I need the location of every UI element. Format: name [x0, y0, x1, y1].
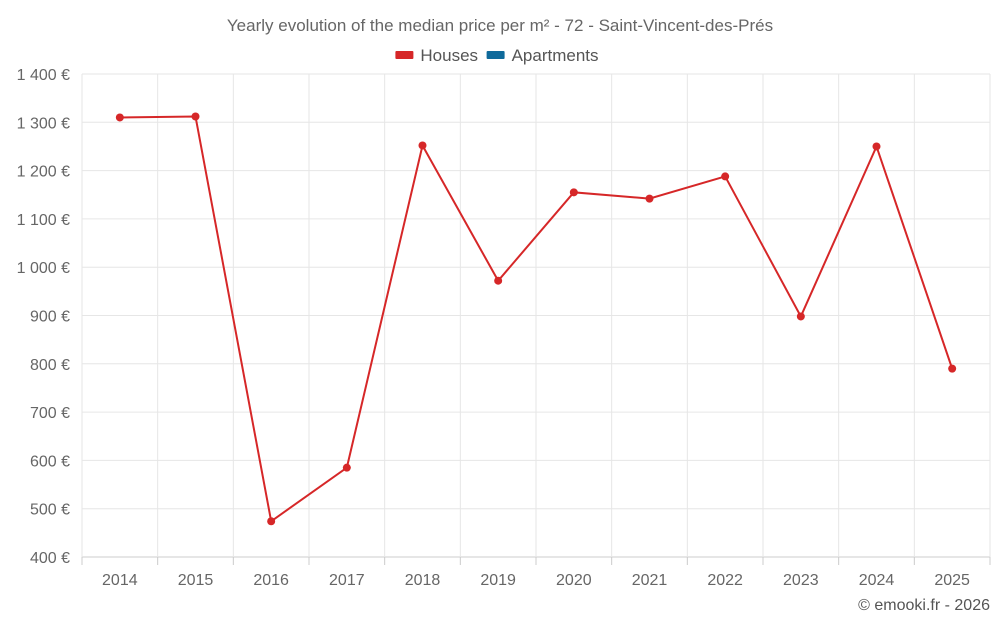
x-tick-label: 2016 — [253, 572, 289, 589]
grid-layer — [81, 73, 991, 558]
data-point[interactable] — [267, 517, 276, 526]
series-line-houses — [119, 115, 954, 523]
x-tick-label: 2024 — [859, 572, 895, 589]
chart-title: Yearly evolution of the median price per… — [227, 16, 773, 35]
y-tick-label: 800 € — [30, 357, 70, 374]
y-tick-label: 700 € — [30, 405, 70, 422]
legend-item-houses[interactable]: Houses — [395, 46, 478, 65]
credit-text: © emooki.fr - 2026 — [858, 597, 990, 614]
data-point[interactable] — [494, 276, 503, 285]
y-tick-label: 1 000 € — [17, 260, 70, 277]
legend-label: Houses — [420, 46, 478, 65]
x-tick-label: 2014 — [102, 572, 138, 589]
y-tick-label: 900 € — [30, 309, 70, 326]
legend-item-apartments[interactable]: Apartments — [486, 46, 599, 65]
legend[interactable]: Houses Apartments — [395, 46, 599, 65]
data-point[interactable] — [872, 142, 881, 151]
data-point[interactable] — [721, 172, 730, 181]
data-point[interactable] — [191, 112, 200, 121]
y-tick-label: 1 300 € — [17, 115, 70, 132]
x-tick-label: 2025 — [934, 572, 970, 589]
data-point[interactable] — [115, 113, 124, 122]
y-tick-label: 400 € — [30, 550, 70, 567]
data-point[interactable] — [569, 188, 578, 197]
data-point[interactable] — [948, 364, 957, 373]
y-tick-label: 1 400 € — [17, 67, 70, 84]
y-tick-label: 1 200 € — [17, 164, 70, 181]
legend-swatch — [486, 51, 505, 59]
data-point[interactable] — [796, 312, 805, 321]
x-tick-label: 2023 — [783, 572, 819, 589]
x-tick-label: 2017 — [329, 572, 365, 589]
axis-layer: 400 € 500 € 600 € 700 € 800 € 900 € 1 000 € 1 1… — [17, 67, 991, 589]
y-tick-label: 600 € — [30, 453, 70, 470]
x-tick-label: 2022 — [707, 572, 743, 589]
data-point[interactable] — [418, 141, 427, 150]
legend-swatch — [395, 51, 414, 59]
x-tick-label: 2020 — [556, 572, 592, 589]
legend-label: Apartments — [512, 46, 599, 65]
y-tick-label: 500 € — [30, 502, 70, 519]
data-point[interactable] — [645, 194, 654, 203]
x-tick-label: 2019 — [480, 572, 516, 589]
x-tick-label: 2021 — [632, 572, 668, 589]
y-tick-label: 1 100 € — [17, 212, 70, 229]
series-layer — [115, 112, 957, 526]
data-point[interactable] — [342, 463, 351, 472]
x-tick-label: 2018 — [405, 572, 441, 589]
x-tick-label: 2015 — [178, 572, 214, 589]
